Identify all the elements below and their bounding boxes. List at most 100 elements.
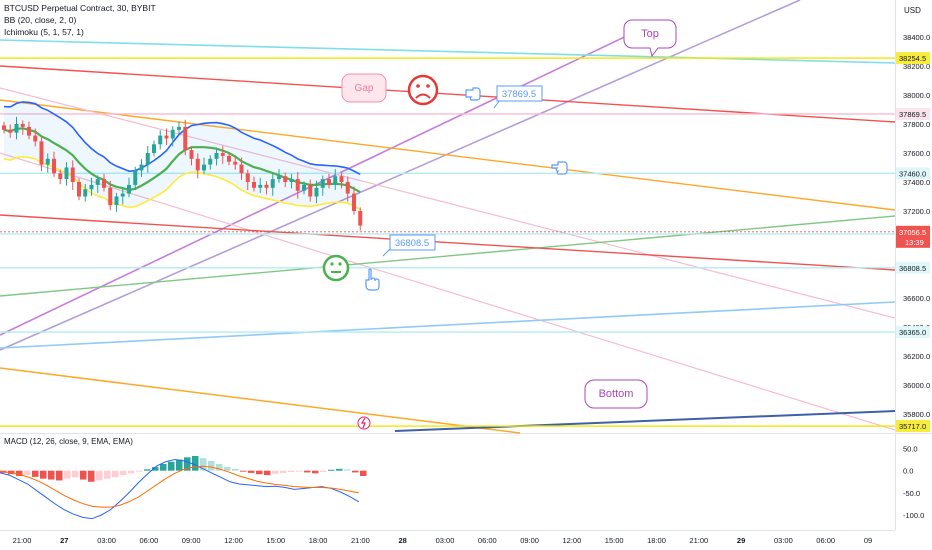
trendline[interactable] <box>0 367 521 434</box>
macd-tick-label: -50.0 <box>903 489 920 498</box>
time-axis[interactable]: 21:00 27 03:00 06:00 09:00 12:00 15:00 18:00 21:… <box>13 536 873 545</box>
candle-body <box>158 135 163 145</box>
last-price-badge <box>896 225 930 248</box>
candle-body <box>58 173 63 180</box>
gap-callout[interactable]: Gap <box>341 73 387 103</box>
price-label-low[interactable]: 36808.5 <box>382 234 436 257</box>
candle-body <box>270 179 275 188</box>
macd-histogram-bar <box>16 470 23 476</box>
lightning-icon[interactable] <box>357 416 371 430</box>
pointing-hand-icon <box>551 161 568 175</box>
macd-histogram-bar <box>128 470 135 474</box>
time-tick-label: 12:00 <box>563 536 582 545</box>
time-tick-label: 06:00 <box>816 536 835 545</box>
macd-histogram-bar <box>272 470 279 474</box>
candle-body <box>258 184 263 188</box>
top-callout[interactable]: Top <box>623 19 677 58</box>
time-tick-label: 09:00 <box>520 536 539 545</box>
candle-body <box>52 158 56 174</box>
trendline[interactable] <box>0 19 661 336</box>
level-badge-label: 36808.5 <box>899 264 926 273</box>
countdown-label: 13:39 <box>905 238 924 247</box>
time-tick-label: 12:00 <box>224 536 243 545</box>
trendline[interactable] <box>0 99 896 211</box>
macd-histogram-bar <box>304 470 311 473</box>
candle-body <box>195 158 200 171</box>
macd-histogram-bar <box>256 470 263 475</box>
price-tick-label: 37800.0 <box>903 120 930 129</box>
macd-histogram-bar <box>240 470 247 472</box>
time-tick-label: 18:00 <box>647 536 666 545</box>
svg-text:37869.5: 37869.5 <box>502 89 536 100</box>
candle-body <box>227 155 231 162</box>
trendline[interactable] <box>0 39 896 64</box>
candle-body <box>308 184 313 197</box>
time-tick-label: 27 <box>60 536 68 545</box>
macd-histogram-bar <box>200 458 207 471</box>
macd-histogram-bar <box>192 456 199 471</box>
macd-histogram-bar <box>320 470 327 472</box>
price-label-high[interactable]: 37869.5 <box>493 85 543 109</box>
candle-body <box>120 193 125 197</box>
horizontal-levels-layer[interactable] <box>0 57 895 427</box>
macd-histogram-bar <box>328 469 335 471</box>
main-pane[interactable] <box>0 0 895 433</box>
macd-histogram-bar <box>216 464 223 471</box>
price-tick-label: 35800.0 <box>903 410 930 419</box>
macd-tick-label: -100.0 <box>903 511 924 520</box>
time-tick-label: 21:00 <box>689 536 708 545</box>
candle-body <box>177 126 181 130</box>
macd-histogram-bar <box>288 470 295 472</box>
sad-face-icon <box>407 74 439 106</box>
bottom-callout[interactable]: Bottom <box>584 379 648 409</box>
macd-histogram-bar <box>40 470 47 479</box>
macd-histogram-bar <box>280 470 287 473</box>
candle-body <box>14 124 19 133</box>
macd-histogram-bar <box>32 470 39 477</box>
trendline[interactable] <box>0 215 896 297</box>
trendline[interactable] <box>0 87 896 319</box>
candle-body <box>170 129 175 139</box>
candle-body <box>202 164 206 171</box>
macd-histogram-bar <box>144 469 151 471</box>
macd-histogram-bar <box>176 459 183 471</box>
macd-histogram-bar <box>208 460 215 471</box>
trendline[interactable] <box>0 301 896 349</box>
candle-body <box>320 179 325 188</box>
candle-body <box>283 176 288 182</box>
candle-body <box>339 176 344 182</box>
trendline[interactable] <box>0 65 896 123</box>
macd-line <box>0 459 360 520</box>
macd-histogram-bar <box>168 461 175 471</box>
level-badge-label: 37869.5 <box>899 110 926 119</box>
macd-histogram-bar <box>336 468 343 471</box>
trendlines-layer[interactable] <box>0 0 896 434</box>
price-tick-label: 38400.0 <box>903 33 930 42</box>
pointing-hand-icon <box>365 268 380 291</box>
price-tick-label: 36600.0 <box>903 294 930 303</box>
time-tick-label: 18:00 <box>309 536 328 545</box>
macd-histogram-bar <box>344 469 351 471</box>
candle-body <box>183 126 188 151</box>
bb-upper-line <box>3 101 361 175</box>
trendline[interactable] <box>394 410 896 432</box>
macd-histogram-bar <box>112 470 119 478</box>
candle-body <box>152 144 156 153</box>
candle-body <box>33 135 38 142</box>
price-tick-label: 37600.0 <box>903 149 930 158</box>
candle-body <box>345 182 350 194</box>
ichimoku-legend: Ichimoku (5, 1, 57, 1) <box>4 27 84 37</box>
macd-histogram-bar <box>120 470 127 476</box>
time-tick-label: 21:00 <box>351 536 370 545</box>
level-badge <box>896 107 930 120</box>
macd-histogram-bar <box>264 470 271 476</box>
candle-body <box>64 167 69 180</box>
macd-histogram-bar <box>104 470 111 479</box>
candle-body <box>302 184 306 191</box>
macd-histogram-bar <box>352 470 359 473</box>
time-tick-label: 03:00 <box>97 536 116 545</box>
candle-body <box>333 176 338 185</box>
time-tick-label: 09:00 <box>182 536 201 545</box>
trendline[interactable] <box>0 214 896 271</box>
